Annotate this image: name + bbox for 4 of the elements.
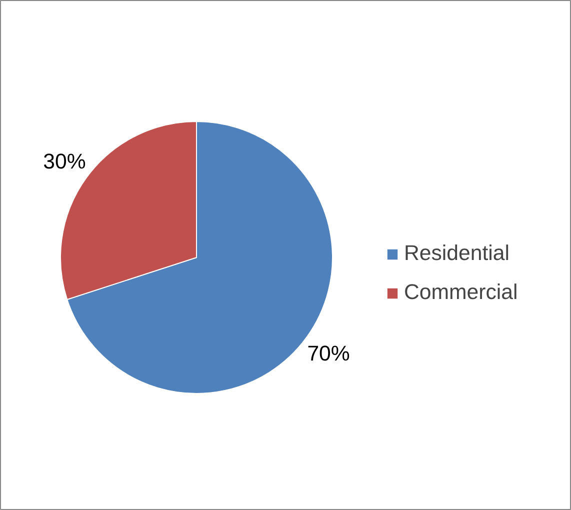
legend-label: Commercial	[404, 280, 518, 305]
data-label: 30%	[43, 150, 86, 174]
legend-label: Residential	[404, 241, 510, 266]
data-label: 70%	[307, 341, 350, 366]
